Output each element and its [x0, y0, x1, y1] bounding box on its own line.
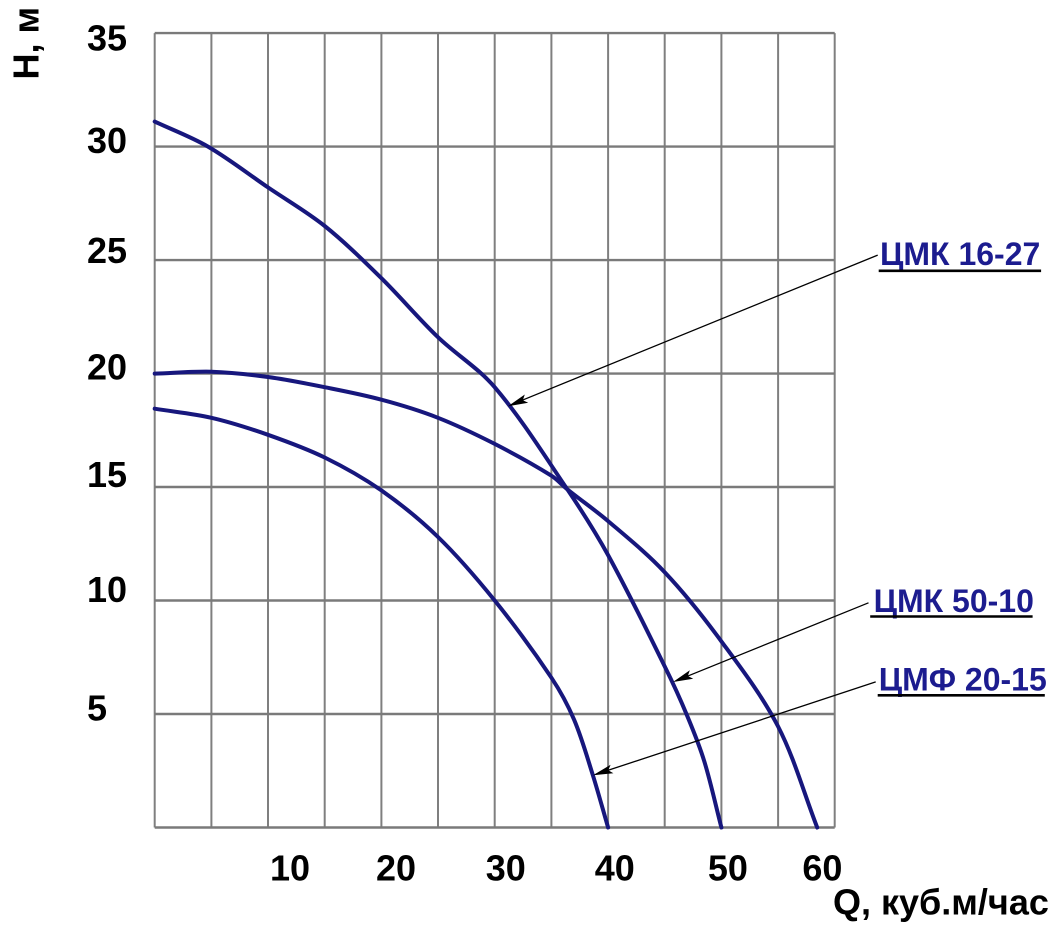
svg-text:35: 35 [87, 18, 127, 59]
svg-text:40: 40 [595, 848, 635, 889]
svg-text:30: 30 [87, 120, 127, 161]
svg-text:Н, м: Н, м [6, 7, 47, 80]
svg-text:50: 50 [708, 848, 748, 889]
svg-text:25: 25 [87, 230, 127, 271]
svg-text:10: 10 [87, 569, 127, 610]
svg-text:20: 20 [376, 848, 416, 889]
svg-text:ЦМК 16-27: ЦМК 16-27 [880, 236, 1040, 272]
svg-text:10: 10 [270, 848, 310, 889]
svg-text:30: 30 [486, 848, 526, 889]
svg-text:ЦМК 50-10: ЦМК 50-10 [874, 583, 1034, 619]
svg-text:60: 60 [802, 848, 842, 889]
svg-text:20: 20 [87, 347, 127, 388]
svg-text:ЦМФ 20-15: ЦМФ 20-15 [879, 662, 1047, 698]
svg-text:Q, куб.м/час: Q, куб.м/час [833, 882, 1049, 923]
svg-text:5: 5 [87, 688, 107, 729]
svg-text:15: 15 [87, 454, 127, 495]
